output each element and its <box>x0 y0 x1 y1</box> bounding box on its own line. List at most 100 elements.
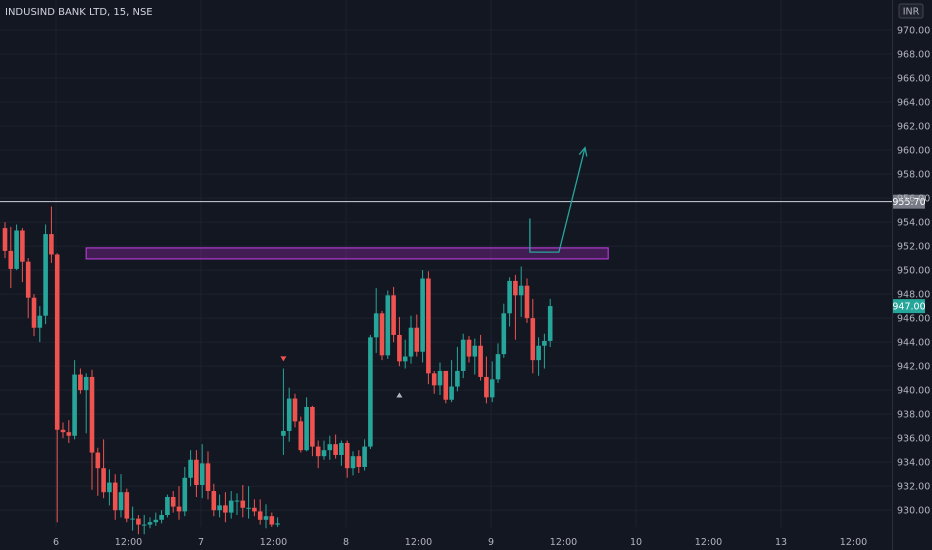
candle-body-4 <box>25 261 31 298</box>
candle-body-46 <box>269 516 275 525</box>
currency-badge-box <box>898 3 924 19</box>
candle-body-53 <box>310 406 315 447</box>
candle-body-73 <box>426 278 431 374</box>
candle-body-32 <box>188 459 193 478</box>
x-tick-label-3: 12:00 <box>260 537 287 548</box>
candle-body-49 <box>286 398 292 431</box>
grid <box>0 0 892 527</box>
y-tick-label-2: 934.00 <box>897 458 930 469</box>
candle-body-43 <box>252 507 257 512</box>
y-tick-label-12: 954.00 <box>897 218 930 229</box>
candle-body-85 <box>495 354 501 380</box>
candle-body-61 <box>356 456 362 467</box>
candle-body-62 <box>362 446 367 467</box>
candle-body-64 <box>373 313 379 338</box>
candle-body-26 <box>153 519 159 523</box>
candle-body-60 <box>350 456 356 469</box>
candle-body-37 <box>217 505 222 511</box>
candle-body-40 <box>234 500 240 502</box>
candle-body-81 <box>472 345 478 357</box>
resistance-zone <box>85 247 609 260</box>
candle-body-12 <box>72 374 77 436</box>
marker-1 <box>396 392 403 398</box>
candle-body-80 <box>466 339 472 357</box>
candle-body-74 <box>431 373 437 386</box>
candle-body-57 <box>333 444 338 455</box>
candle-body-79 <box>460 339 466 371</box>
candle-body-94 <box>547 306 553 341</box>
candle-body-31 <box>182 477 188 512</box>
candle-body-71 <box>414 327 420 352</box>
candle-body-18 <box>107 482 112 493</box>
horizontal-line-label: 955.70 <box>892 197 925 208</box>
candle-body-15 <box>89 376 95 453</box>
candle-body-42 <box>246 507 251 509</box>
candle-body-7 <box>43 234 48 316</box>
x-tick-label-2: 7 <box>198 537 204 548</box>
projection-path <box>529 147 586 253</box>
candle-body-41 <box>240 500 246 508</box>
candle-body-83 <box>484 376 489 398</box>
candle-body-69 <box>402 356 408 362</box>
y-tick-label-9: 948.00 <box>897 290 930 301</box>
marker-0 <box>280 356 287 362</box>
y-tick-label-18: 966.00 <box>897 74 930 85</box>
candle-body-89 <box>518 285 524 296</box>
x-tick-label-8: 10 <box>630 537 642 548</box>
overlay: 955.70 947.00 <box>0 146 926 398</box>
candle-body-54 <box>315 446 321 457</box>
candle-body-56 <box>327 444 333 451</box>
candle-body-6 <box>37 315 43 328</box>
candle-body-30 <box>176 506 182 512</box>
candle-body-17 <box>101 468 106 493</box>
candle-body-21 <box>124 492 130 519</box>
y-tick-label-20: 970.00 <box>897 26 930 37</box>
candle-body-78 <box>455 370 460 387</box>
x-tick-label-9: 12:00 <box>695 537 722 548</box>
candle-body-44 <box>257 511 263 520</box>
zone-layer <box>85 247 609 260</box>
candle-body-63 <box>368 337 373 447</box>
candle-body-55 <box>321 450 327 457</box>
candle-body-38 <box>223 505 228 513</box>
candle-body-10 <box>60 429 66 433</box>
candle-body-84 <box>489 379 495 398</box>
y-tick-label-8: 946.00 <box>897 314 930 325</box>
candle-body-59 <box>344 442 350 469</box>
y-tick-label-16: 962.00 <box>897 122 930 133</box>
candle-body-25 <box>147 522 153 525</box>
candle-body-16 <box>95 452 101 469</box>
y-axis: 930.00 932.00 934.00 936.00 938.00 940.00 942.… <box>892 0 930 550</box>
y-tick-label-10: 950.00 <box>897 266 930 277</box>
candle-body-87 <box>507 280 512 314</box>
current-price-label: 947.00 <box>892 302 925 313</box>
x-tick-label-5: 12:00 <box>405 537 432 548</box>
candle-body-51 <box>298 421 304 451</box>
x-tick-label-10: 13 <box>775 537 787 548</box>
candle-body-82 <box>478 345 483 377</box>
candle-body-70 <box>408 327 414 357</box>
candle-body-65 <box>379 313 385 356</box>
candle-body-23 <box>136 518 141 525</box>
candle-body-5 <box>31 297 37 328</box>
candle-body-91 <box>530 318 536 361</box>
candle-body-50 <box>292 398 298 422</box>
y-tick-label-14: 958.00 <box>897 170 930 181</box>
candle-body-66 <box>385 295 391 356</box>
y-tick-label-15: 960.00 <box>897 146 930 157</box>
candle-body-77 <box>449 386 454 400</box>
currency-badge: INR <box>898 3 924 19</box>
candle-body-90 <box>524 285 530 319</box>
candle-body-19 <box>112 482 118 511</box>
x-axis: 6 12:00 7 12:00 8 12:00 9 12:00 10 12:00 13 12:00 <box>53 537 867 548</box>
chart-title: INDUSIND BANK LTD, 15, NSE <box>5 7 153 18</box>
candle-body-88 <box>513 280 518 296</box>
y-tick-label-5: 940.00 <box>897 386 930 397</box>
candle-body-2 <box>14 230 19 269</box>
candle-body-93 <box>542 340 547 346</box>
candle-body-68 <box>397 334 402 362</box>
y-tick-label-7: 944.00 <box>897 338 930 349</box>
candle-body-76 <box>443 370 449 400</box>
